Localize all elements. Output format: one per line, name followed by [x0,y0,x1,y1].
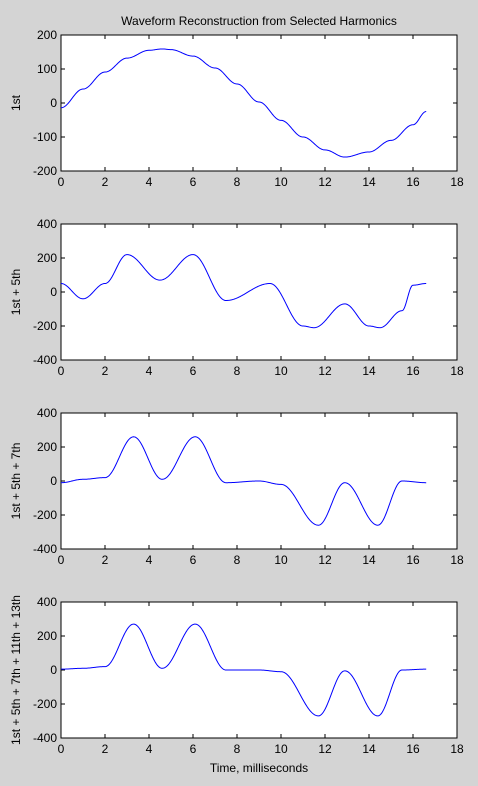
x-tick-label: 10 [274,742,288,756]
x-tick-label: 12 [318,364,332,378]
y-tick-label: -200 [33,508,57,522]
subplot-4: 0 2 4 6 8 10 12 14 16 18 -400 -200 0 200 400 1st + 5th … [9,595,464,756]
x-tick-label: 14 [362,364,376,378]
y-tick-label: 200 [37,251,57,265]
x-tick-label: 8 [234,553,241,567]
y-tick-label: 400 [37,595,57,609]
x-tick-label: 2 [102,742,109,756]
x-tick-label: 2 [102,553,109,567]
series-line [60,436,427,526]
y-tick-label: 200 [37,629,57,643]
x-tick-label: 14 [362,742,376,756]
x-tick-label: 8 [234,742,241,756]
x-tick-label: 16 [406,742,420,756]
y-tick-label: -200 [33,697,57,711]
x-tick-label: 4 [146,553,153,567]
x-tick-label: 18 [450,742,464,756]
y-tick-label: 0 [50,474,57,488]
series-line [60,48,427,158]
x-tick-label: 4 [146,742,153,756]
x-tick-label: 10 [274,175,288,189]
x-tick-label: 0 [58,742,65,756]
y-tick-label: 400 [37,217,57,231]
y-tick-label: 400 [37,406,57,420]
plot-area [60,223,458,361]
x-tick-label: 10 [274,553,288,567]
x-tick-label: 12 [318,553,332,567]
x-tick-label: 6 [190,364,197,378]
figure-title: Waveform Reconstruction from Selected Ha… [121,14,397,28]
series-line [60,254,427,329]
y-tick-label: 200 [37,440,57,454]
y-tick-label: -400 [33,542,57,556]
x-axis-label: Time, milliseconds [210,761,308,775]
subplot-2: 0 2 4 6 8 10 12 14 16 18 -400 -200 0 200 400 1st + 5th [9,217,464,378]
x-tick-label: 2 [102,364,109,378]
x-tick-label: 14 [362,553,376,567]
y-axis-label: 1st + 5th + 7th [9,443,23,520]
y-tick-label: 0 [50,285,57,299]
x-tick-label: 6 [190,553,197,567]
x-tick-label: 12 [318,175,332,189]
plot-area [60,34,458,172]
y-axis-label: 1st [9,94,23,111]
x-tick-label: 0 [58,364,65,378]
x-tick-label: 10 [274,364,288,378]
x-tick-label: 18 [450,364,464,378]
x-tick-label: 4 [146,175,153,189]
x-tick-label: 4 [146,364,153,378]
x-tick-label: 14 [362,175,376,189]
y-tick-label: 200 [37,28,57,42]
subplot-3: 0 2 4 6 8 10 12 14 16 18 -400 -200 0 200 400 1st + 5th … [9,406,464,567]
x-tick-label: 12 [318,742,332,756]
y-axis-label: 1st + 5th + 7th + 11th + 13th [9,595,23,745]
x-tick-label: 16 [406,364,420,378]
y-tick-label: -200 [33,164,57,178]
x-tick-label: 6 [190,742,197,756]
y-tick-label: -400 [33,353,57,367]
y-tick-label: -400 [33,731,57,745]
x-tick-label: 18 [450,175,464,189]
x-tick-label: 18 [450,553,464,567]
y-tick-label: 0 [50,96,57,110]
y-tick-label: -200 [33,319,57,333]
y-tick-label: 100 [37,62,57,76]
y-tick-label: 0 [50,663,57,677]
y-tick-label: -100 [33,130,57,144]
x-tick-label: 8 [234,175,241,189]
x-tick-label: 0 [58,175,65,189]
x-tick-label: 16 [406,553,420,567]
series-line [61,623,427,717]
x-tick-label: 16 [406,175,420,189]
x-tick-label: 6 [190,175,197,189]
x-tick-label: 2 [102,175,109,189]
x-tick-label: 0 [58,553,65,567]
y-axis-label: 1st + 5th [9,269,23,315]
subplot-1: 0 2 4 6 8 10 12 14 16 18 -200 -100 0 100 200 1st [9,28,464,189]
x-tick-label: 8 [234,364,241,378]
